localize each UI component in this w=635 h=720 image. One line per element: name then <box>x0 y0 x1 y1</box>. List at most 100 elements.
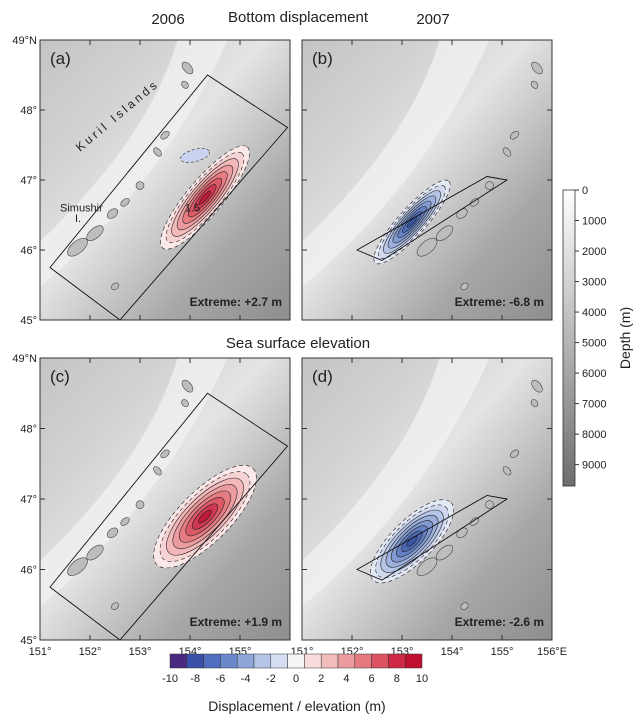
depth-tick-label: 2000 <box>582 246 606 258</box>
fault-plane-box <box>355 495 509 581</box>
island <box>106 208 119 219</box>
colorbar-cell <box>354 653 372 669</box>
depth-colorbar-fill <box>562 189 576 487</box>
lat-tick-label: 45° <box>20 315 37 327</box>
lat-tick-label: 47° <box>20 175 37 187</box>
island <box>509 449 520 459</box>
island <box>160 449 170 459</box>
panel-letter: (b) <box>312 49 333 68</box>
depth-tick-label: 9000 <box>582 460 606 472</box>
depth-colorbar-title: Depth (m) <box>617 307 633 369</box>
island <box>181 399 189 408</box>
depth-tick-label: 4000 <box>582 307 606 319</box>
island <box>67 557 88 576</box>
island <box>181 379 194 393</box>
lon-tick-label: 152° <box>79 646 102 658</box>
island <box>531 379 543 393</box>
island <box>181 61 194 75</box>
island <box>485 181 494 190</box>
island <box>469 517 480 526</box>
island <box>120 198 130 207</box>
depth-tick-label: 1000 <box>582 216 606 228</box>
island <box>435 225 454 241</box>
island <box>416 557 438 576</box>
colorbar-tick-label: -4 <box>241 673 251 685</box>
contour-label: 1.5 <box>185 203 200 215</box>
depth-tick-label: 5000 <box>582 338 606 350</box>
colorbar-tick-label: 8 <box>394 673 400 685</box>
panel-b: (b) Extreme: -6.8 m <box>301 39 553 321</box>
contour-ring <box>198 509 212 524</box>
lat-tick-label: 48° <box>20 105 37 117</box>
colorbar-cell <box>337 653 356 669</box>
colorbar-tick-label: 6 <box>369 673 375 685</box>
colorbar-tick-label: 10 <box>416 673 428 685</box>
colorbar-cell <box>270 653 288 669</box>
island <box>111 602 119 610</box>
island <box>502 466 512 476</box>
island <box>120 517 130 526</box>
extreme-label: Extreme: -2.6 m <box>455 615 544 629</box>
island <box>67 237 88 257</box>
colorbar-cell <box>236 653 255 669</box>
colorbar-tick-label: -10 <box>162 673 178 685</box>
depth-tick-label: 6000 <box>582 368 606 380</box>
lon-tick-label: 155° <box>491 646 514 658</box>
island <box>435 544 454 561</box>
lon-tick-label: 156°E <box>537 646 567 658</box>
displacement-colorbar: -10 -8 -6 -4 -2 0 2 4 6 8 10 Displacement / elevat… <box>162 653 428 714</box>
displacement-colorbar-ticks: -10 -8 -6 -4 -2 0 2 4 6 8 10 <box>162 673 428 685</box>
island <box>530 80 539 89</box>
depth-tick-label: 7000 <box>582 399 606 411</box>
island <box>181 80 189 89</box>
island <box>460 282 469 291</box>
row-title-sea-surface: Sea surface elevation <box>226 335 370 352</box>
col-title-2006: 2006 <box>151 11 184 28</box>
colorbar-cell <box>388 653 406 669</box>
row-title-bottom-displacement: Bottom displacement <box>228 9 369 26</box>
shelf-band <box>302 358 490 607</box>
island <box>485 500 494 509</box>
colorbar-cell <box>404 653 423 669</box>
lat-tick-label: 47° <box>20 494 37 506</box>
place-label: Simushir <box>60 203 103 215</box>
colorbar-tick-label: -6 <box>216 673 226 685</box>
island <box>460 602 469 610</box>
island <box>111 282 119 291</box>
colorbar-cell <box>371 653 389 669</box>
colorbar-cell <box>253 653 272 669</box>
fault-plane-box <box>355 176 509 262</box>
fault-plane-box <box>49 74 289 320</box>
panel-c: (c) Extreme: +1.9 m <box>39 357 291 641</box>
colorbar-cell <box>220 653 238 669</box>
map-axes: 49°N48°47°46°45°49°N48°47°46°45°151° 152°… <box>12 35 567 658</box>
lat-tick-label: 48° <box>20 424 37 436</box>
island <box>135 500 145 509</box>
extreme-label: Extreme: +2.7 m <box>190 295 282 309</box>
island <box>469 198 480 207</box>
depth-colorbar-ticks: 0 1000 2000 3000 4000 5000 6000 7000 8000 9000 <box>575 185 606 472</box>
colorbar-cell <box>287 653 305 669</box>
colorbar-cell <box>169 653 188 669</box>
island <box>530 399 539 408</box>
colorbar-tick-label: 0 <box>293 673 299 685</box>
depth-tick-label: 0 <box>582 185 588 197</box>
depth-colorbar: 0 1000 2000 3000 4000 5000 6000 7000 8000 9000 De… <box>562 185 633 487</box>
lon-tick-label: 154° <box>441 646 464 658</box>
col-title-2007: 2007 <box>416 11 449 28</box>
colorbar-tick-label: -8 <box>190 673 200 685</box>
depth-tick-label: 3000 <box>582 277 606 289</box>
island <box>106 527 119 539</box>
shelf-band <box>302 40 490 287</box>
place-label: I. <box>75 213 81 225</box>
colorbar-cell <box>186 653 204 669</box>
colorbar-cell <box>320 653 339 669</box>
island <box>86 225 104 241</box>
panel-letter: (c) <box>50 367 70 386</box>
contour-ring <box>199 190 211 205</box>
panel-letter: (d) <box>312 367 333 386</box>
contour-ring <box>406 216 418 228</box>
